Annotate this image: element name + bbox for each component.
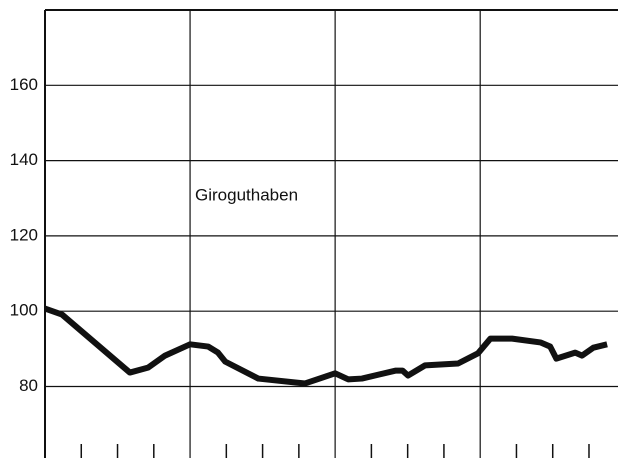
y-tick-label: 120: [10, 225, 38, 244]
line: [44, 305, 608, 387]
annotation: Giroguthaben: [195, 185, 298, 204]
y-tick-label: 100: [10, 301, 38, 320]
y-tick-label: 80: [19, 376, 38, 395]
y-tick-label: 140: [10, 150, 38, 169]
y-tick-label: 160: [10, 75, 38, 94]
